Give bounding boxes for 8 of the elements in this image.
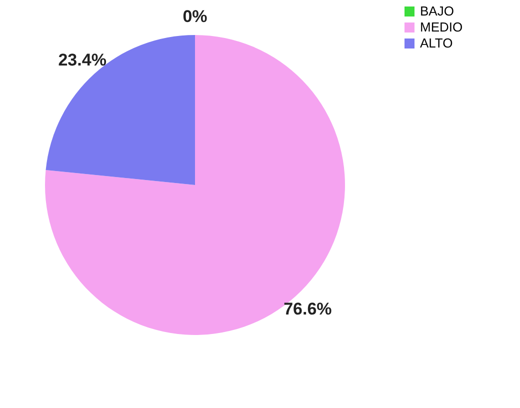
legend-label: MEDIO bbox=[420, 20, 463, 34]
legend-label: BAJO bbox=[420, 4, 454, 18]
data-label: 23.4% bbox=[58, 50, 106, 70]
data-label: 76.6% bbox=[284, 300, 332, 319]
pie-slice bbox=[45, 35, 345, 335]
legend-label: ALTO bbox=[420, 36, 453, 50]
text: 0% bbox=[182, 7, 208, 26]
pie-slice bbox=[46, 35, 195, 185]
